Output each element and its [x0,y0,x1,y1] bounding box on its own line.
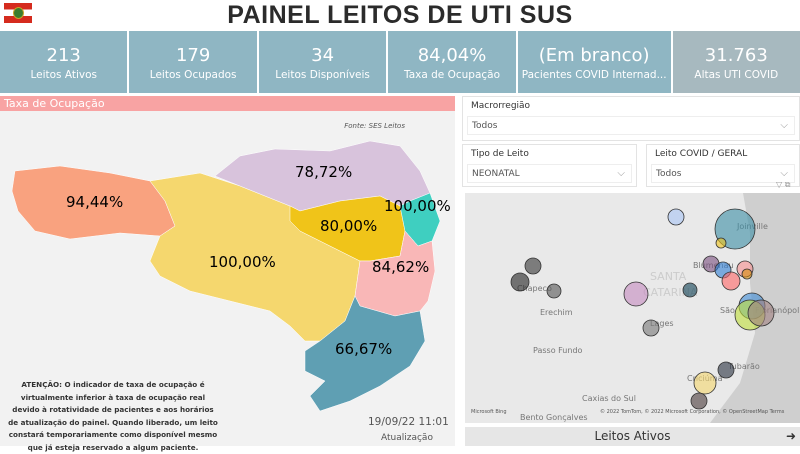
region-label: 78,72% [295,163,352,181]
kpi-label: Leitos Ocupados [149,69,237,81]
bubble[interactable] [524,257,542,275]
bing-logo: Microsoft Bing [471,409,507,415]
kpi-card: 31.763 Altas UTI COVID [672,31,800,93]
filter-icon[interactable]: ▽ [776,180,783,189]
chevron-down-icon: ⌵ [780,120,788,131]
source-note: Fonte: SES Leitos [344,122,405,130]
kpi-value: 84,04% [417,45,487,66]
kpi-card: 179 Leitos Ocupados [129,31,257,93]
region-label: 66,67% [335,340,392,358]
bubble-map[interactable]: Joinville Blumenau Chapecó Erechim SANTA… [465,193,800,423]
bubble[interactable] [721,271,741,291]
place-label: Tubarão [727,362,760,371]
place-label: Lages [650,319,674,328]
bubble[interactable] [747,299,775,327]
region-label: 100,00% [384,197,451,215]
map-panel-title: Taxa de Ocupação [0,96,455,111]
kpi-value: 31.763 [704,45,768,66]
dropdown-value: Todos [656,169,682,179]
kpi-label: Taxa de Ocupação [404,69,501,81]
kpi-label: Pacientes COVID Internad... [521,69,667,81]
bubble[interactable] [642,319,660,337]
kpi-card: 34 Leitos Disponíveis [258,31,387,93]
place-label: Erechim [540,308,573,317]
chevron-down-icon: ⌵ [617,168,625,179]
place-label: Caxias do Sul [582,394,636,403]
leito-covid-dropdown[interactable]: Todos ⌵ [651,164,795,183]
update-timestamp: 19/09/22 11:01 [368,416,449,428]
dropdown-value: Todos [472,121,498,131]
bubble[interactable] [623,281,649,307]
arrow-right-icon: ➜ [785,429,796,443]
santa-catarina-flag-icon [4,3,32,23]
slicer-label: Tipo de Leito [471,149,529,159]
bubble[interactable] [714,208,756,250]
kpi-card: (Em branco) Pacientes COVID Internad... [517,31,671,93]
kpi-value: (Em branco) [538,45,650,66]
leito-covid-slicer: Leito COVID / GERAL Todos ⌵ [646,144,800,187]
warning-note: ATENÇÃO: O indicador de taxa de ocupação… [8,380,218,452]
region-label: 94,44% [66,193,123,211]
leitos-ativos-button[interactable]: Leitos Ativos ➜ [465,427,800,446]
button-label: Leitos Ativos [594,429,671,443]
place-label: Chapecó [517,283,552,293]
focus-mode-icon[interactable]: ⧉ [784,180,791,189]
map-attribution[interactable]: © 2022 TomTom, © 2022 Microsoft Corporat… [600,408,785,415]
bubble[interactable] [741,268,753,280]
place-label: Bento Gonçalves [520,413,588,422]
bubble[interactable] [693,371,717,395]
bubble[interactable] [682,282,698,298]
update-label: Atualização [381,433,433,443]
place-label: Passo Fundo [533,346,583,355]
place-label: SANTA [650,270,687,283]
dropdown-value: NEONATAL [472,169,520,179]
kpi-value: 179 [175,45,211,66]
kpi-label: Leitos Disponíveis [275,69,370,81]
slicer-label: Leito COVID / GERAL [655,149,748,159]
bubble[interactable] [546,283,562,299]
kpi-card: 84,04% Taxa de Ocupação [388,31,516,93]
visual-header: ▽ ⧉ [776,180,790,190]
tipo-leito-slicer: Tipo de Leito NEONATAL ⌵ [462,144,637,187]
kpi-value: 34 [311,45,335,66]
slicer-label: Macrorregião [471,101,531,111]
chevron-down-icon: ⌵ [780,168,788,179]
kpi-value: 213 [46,45,81,66]
macrorregiao-slicer: Macrorregião Todos ⌵ [462,96,800,141]
region-label: 80,00% [320,217,377,235]
kpi-card: 213 Leitos Ativos [0,31,128,93]
region-map: 94,44% 100,00% 78,72% 80,00% 100,00% 84,… [11,140,451,412]
bubble[interactable] [667,208,685,226]
occupancy-map-panel: Taxa de Ocupação Fonte: SES Leitos 94,44… [0,96,455,452]
region-south[interactable] [304,295,426,412]
tipo-leito-dropdown[interactable]: NEONATAL ⌵ [467,164,632,183]
bubble[interactable] [715,237,727,249]
bubble[interactable] [717,361,735,379]
bubble[interactable] [690,392,708,410]
place-label: São [720,306,735,315]
place-label: Florianópolis [755,305,800,315]
bubble[interactable] [510,272,530,292]
kpi-label: Leitos Ativos [30,69,97,81]
page-title: PAINEL LEITOS DE UTI SUS [227,1,573,29]
region-label: 100,00% [209,253,276,271]
region-label: 84,62% [372,258,429,276]
macrorregiao-dropdown[interactable]: Todos ⌵ [467,116,795,135]
kpi-label: Altas UTI COVID [694,69,779,81]
kpi-row: 213 Leitos Ativos 179 Leitos Ocupados 34 Le… [0,31,800,93]
